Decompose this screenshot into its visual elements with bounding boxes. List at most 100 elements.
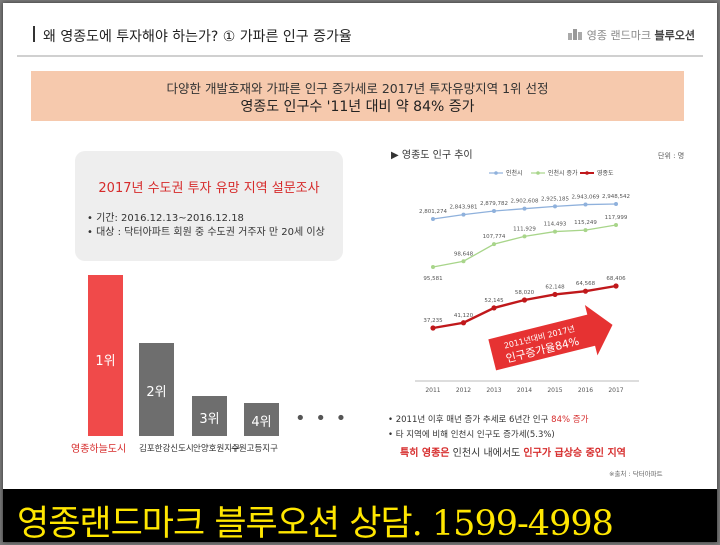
brand-light: 영종 랜드마크 xyxy=(586,29,652,42)
data-label: 64,568 xyxy=(576,281,596,287)
data-point xyxy=(492,209,496,214)
data-point xyxy=(614,223,618,227)
rank-name: 김포한강신도시 xyxy=(139,444,194,454)
x-tick-label: 2014 xyxy=(517,387,532,394)
data-point xyxy=(552,291,558,298)
footer-text: 영종랜드마크 블루오션 상담. 1599-4998 xyxy=(17,504,614,542)
data-point xyxy=(431,217,435,221)
note-3: 특히 영종은 인천시 내에서도 인구가 급상승 중인 지역 xyxy=(400,444,626,459)
note-2: • 타 지역에 비해 인천시 인구도 증가세(5.3%) xyxy=(388,430,555,440)
data-label: 98,648 xyxy=(454,251,474,257)
chart-title: ▶ 영종도 인구 추이 xyxy=(391,150,473,161)
x-tick-label: 2015 xyxy=(547,387,562,394)
survey-title: 2017년 수도권 투자 유망 지역 설문조사 xyxy=(98,181,320,196)
data-label: 117,999 xyxy=(605,215,628,221)
data-point xyxy=(614,202,618,206)
note-3-b: 인천시 내에서도 xyxy=(449,448,524,459)
data-label: 2,801,274 xyxy=(419,209,447,215)
data-label: 41,120 xyxy=(454,313,474,319)
rank-label: 1위 xyxy=(95,354,116,369)
data-point xyxy=(522,234,527,239)
series-line xyxy=(432,224,617,268)
note-1-highlight: 84% 증가 xyxy=(551,415,589,425)
data-point xyxy=(461,212,466,217)
data-point xyxy=(460,320,467,326)
callout-line2: 인구증가율84% xyxy=(505,335,581,366)
data-point xyxy=(553,229,557,234)
data-label: 2,943,069 xyxy=(572,195,600,201)
data-label: 95,581 xyxy=(423,276,442,282)
data-point xyxy=(553,204,557,209)
note-3-a: 특히 영종은 xyxy=(400,448,450,459)
survey-period: • 기간: 2016.12.13~2016.12.18 xyxy=(87,213,244,224)
x-tick-label: 2013 xyxy=(486,387,501,394)
x-tick-label: 2016 xyxy=(578,387,593,394)
legend-label: 영종도 xyxy=(597,169,614,177)
legend-marker xyxy=(494,171,498,175)
survey-target: • 대상 : 닥터아파트 회원 중 수도권 거주자 만 20세 이상 xyxy=(87,227,325,238)
rank-bar-1: 1위 xyxy=(88,275,123,436)
x-tick-label: 2012 xyxy=(456,387,471,394)
data-point xyxy=(461,259,466,264)
rank-label: 4위 xyxy=(251,415,272,430)
data-label: 62,148 xyxy=(545,284,565,290)
legend-label: 인천시 xyxy=(506,169,523,177)
callout-line1: 2011년대비 2017년 xyxy=(503,323,576,350)
data-label: 37,235 xyxy=(423,318,443,324)
arrow-shape xyxy=(488,304,613,371)
note-1-text: • 2011년 이후 매년 증가 추세로 6년간 인구 xyxy=(388,415,552,425)
header: 왜 영종도에 투자해야 하는가? ① 가파른 인구 증가율 영종 랜드마크 블루… xyxy=(17,13,703,57)
data-point xyxy=(431,265,435,269)
data-point xyxy=(522,206,527,211)
data-point xyxy=(491,305,497,311)
data-point xyxy=(521,297,528,303)
more-dots: • • • xyxy=(295,408,349,429)
rank-label: 3위 xyxy=(199,412,220,427)
slide: 왜 영종도에 투자해야 하는가? ① 가파른 인구 증가율 영종 랜드마크 블루… xyxy=(3,3,717,542)
data-point xyxy=(430,325,436,331)
rank-bar-3: 3위 xyxy=(192,396,227,436)
rank-bar-4: 4위 xyxy=(244,403,279,436)
headline-line1: 다양한 개발호재와 가파른 인구 증가세로 2017년 투자유망지역 1위 선정 xyxy=(166,81,549,96)
data-label: 58,020 xyxy=(515,290,535,296)
x-tick-label: 2017 xyxy=(608,387,623,394)
data-point xyxy=(582,288,589,294)
header-divider xyxy=(33,26,35,42)
data-label: 2,843,981 xyxy=(450,205,478,211)
survey-box: 2017년 수도권 투자 유망 지역 설문조사 • 기간: 2016.12.13… xyxy=(75,151,343,261)
data-point xyxy=(583,228,588,233)
series-line xyxy=(432,203,617,220)
series-line xyxy=(432,284,617,330)
headline-line2: 영종도 인구수 '11년 대비 약 84% 증가 xyxy=(240,99,475,115)
legend-marker xyxy=(536,171,540,175)
legend-label: 인천시 증가 xyxy=(548,169,578,177)
source-note: ※출처 : 닥터아파트 xyxy=(609,470,663,478)
data-label: 2,879,782 xyxy=(480,201,508,207)
data-label: 2,902,608 xyxy=(511,199,539,205)
legend-marker xyxy=(585,171,589,175)
rank-name: 수원고등지구 xyxy=(231,444,278,454)
brand-bold: 블루오션 xyxy=(654,29,695,42)
footer-banner: 영종랜드마크 블루오션 상담. 1599-4998 xyxy=(3,489,717,542)
rank-label: 2위 xyxy=(146,385,167,400)
rank-name: 영종하늘도시 xyxy=(71,444,127,455)
headline-band: 다양한 개발호재와 가파른 인구 증가세로 2017년 투자유망지역 1위 선정… xyxy=(31,71,684,121)
data-label: 107,774 xyxy=(483,234,506,240)
data-label: 2,948,542 xyxy=(602,194,630,200)
note-1: • 2011년 이후 매년 증가 추세로 6년간 인구 84% 증가 xyxy=(388,413,588,425)
data-label: 68,406 xyxy=(606,276,626,282)
data-label: 114,493 xyxy=(544,222,567,228)
data-point xyxy=(583,202,588,207)
data-label: 2,925,185 xyxy=(541,196,569,202)
data-label: 111,929 xyxy=(513,226,536,232)
data-label: 115,249 xyxy=(574,220,597,226)
rank-bar-2: 2위 xyxy=(139,343,174,436)
rank-name: 안양호원지구 xyxy=(193,444,240,454)
x-tick-label: 2011 xyxy=(425,387,440,394)
data-point xyxy=(613,283,619,289)
data-point xyxy=(492,242,496,247)
chart-unit: 단위 : 명 xyxy=(658,152,685,160)
page-title: 왜 영종도에 투자해야 하는가? ① 가파른 인구 증가율 xyxy=(43,29,352,45)
data-label: 52,145 xyxy=(484,298,504,304)
